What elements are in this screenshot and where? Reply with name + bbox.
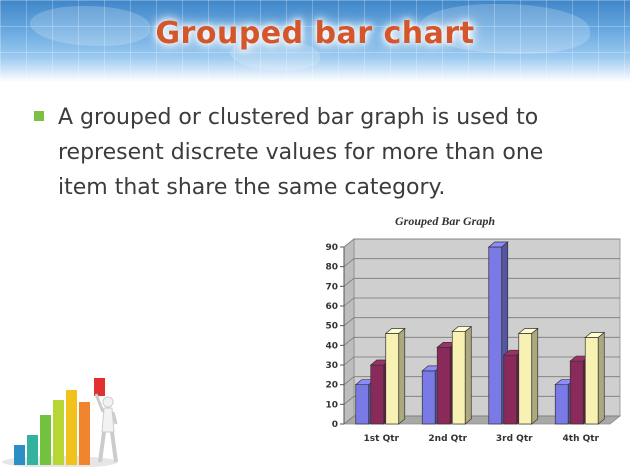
figure-arms [94, 393, 118, 425]
bar-front [503, 354, 518, 425]
figure-bar [79, 402, 90, 465]
bars [354, 241, 606, 425]
banner-grid [0, 0, 630, 82]
decorative-figure-illustration [2, 378, 118, 467]
y-tick-label: 20 [325, 381, 338, 391]
bar-front [554, 384, 569, 425]
banner-map-shape [420, 4, 590, 54]
bullet-marker [34, 111, 44, 121]
banner-map-shape [30, 6, 150, 46]
y-tick-label: 70 [325, 282, 338, 292]
banner-map-shape [230, 40, 320, 70]
y-tick-label: 10 [325, 400, 338, 410]
grid-line [343, 238, 620, 248]
bar-side [597, 331, 605, 425]
slide-title: Grouped bar chart [155, 16, 475, 51]
bar-front [385, 333, 400, 425]
x-tick-label: 2nd Qtr [428, 434, 467, 444]
figure-bar [14, 445, 25, 465]
bar-front [370, 364, 385, 425]
chart-title: Grouped Bar Graph [395, 214, 495, 228]
x-axis: 1st Qtr 2nd Qtr 3rd Qtr 4th Qtr [364, 434, 600, 444]
grid-line [343, 297, 620, 307]
figure-bar [66, 390, 77, 465]
bar-front [569, 360, 584, 425]
x-tick-label: 3rd Qtr [496, 434, 533, 444]
x-tick-label: 4th Qtr [563, 434, 600, 444]
figure-head [102, 396, 114, 408]
header-banner: Grouped bar chart [0, 0, 630, 82]
plot-side-wall [343, 238, 355, 425]
figure-bar [27, 435, 38, 465]
bar-front [518, 333, 533, 425]
bar-front [451, 331, 466, 425]
figure-bar [40, 415, 51, 465]
x-tick-label: 1st Qtr [364, 434, 400, 444]
bar-side [464, 325, 472, 425]
grid-line [343, 258, 620, 267]
bar-side [398, 327, 406, 425]
bar-front [488, 246, 503, 425]
y-tick-label: 0 [332, 420, 338, 430]
bar [451, 325, 473, 425]
bar [584, 331, 606, 425]
bar-front [421, 370, 436, 425]
y-tick-label: 90 [325, 243, 338, 253]
bar-front [355, 384, 370, 425]
y-tick-label: 30 [325, 361, 338, 371]
grouped-bar-chart: Grouped Bar Graph 0 10 20 30 40 50 60 70 80 90 1s… [325, 214, 622, 444]
bar [384, 327, 406, 425]
y-tick-label: 60 [325, 302, 338, 312]
figure-legs [98, 431, 118, 463]
slide-body-text: A grouped or clustered bar graph is used… [58, 105, 544, 200]
y-axis: 0 10 20 30 40 50 60 70 80 90 [325, 243, 345, 430]
y-tick-label: 40 [325, 341, 338, 351]
grid-line [343, 317, 620, 326]
bar [517, 327, 539, 425]
y-tick-label: 80 [325, 263, 338, 273]
bar-front [436, 346, 451, 425]
figure-red-block [94, 378, 105, 396]
grid-line [343, 277, 620, 287]
y-tick-label: 50 [325, 322, 338, 332]
bar-front [584, 337, 599, 425]
figure-bar [53, 400, 64, 465]
bar-side [531, 327, 539, 425]
